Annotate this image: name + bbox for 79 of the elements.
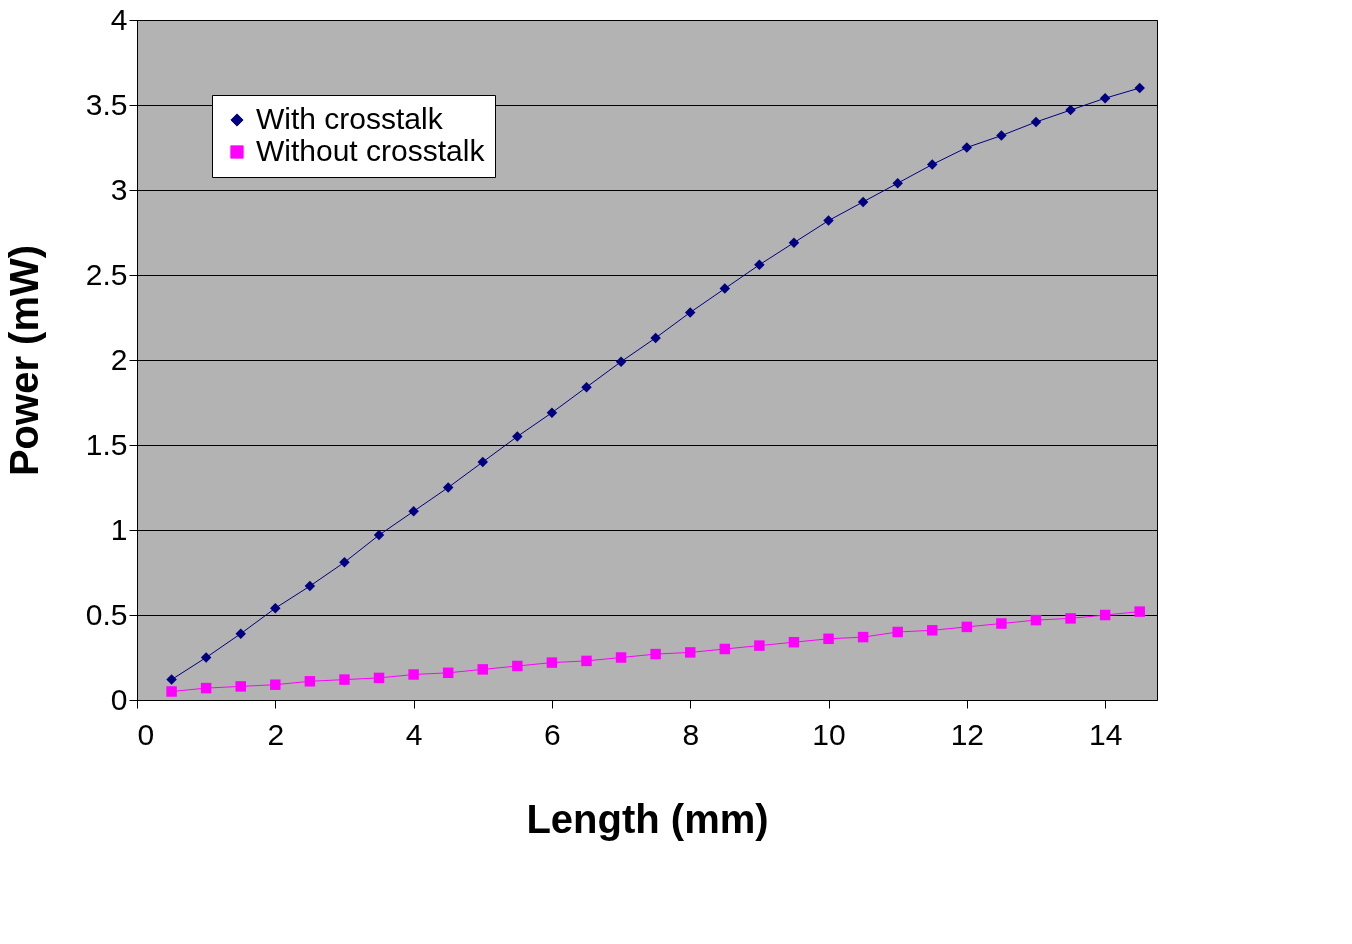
point xyxy=(1030,614,1042,626)
point xyxy=(304,580,316,592)
point xyxy=(304,676,316,687)
point xyxy=(719,643,731,655)
point xyxy=(442,667,454,679)
point xyxy=(927,625,938,636)
point xyxy=(1030,116,1042,128)
point xyxy=(1099,609,1111,621)
point xyxy=(270,679,281,690)
point xyxy=(200,652,212,663)
point xyxy=(650,648,661,660)
point xyxy=(270,602,281,614)
point xyxy=(373,672,385,684)
y-tick-label: 2 xyxy=(110,342,128,376)
point xyxy=(892,626,903,638)
point xyxy=(581,381,592,393)
point xyxy=(408,506,419,517)
point xyxy=(442,482,454,493)
point xyxy=(235,681,246,692)
point xyxy=(166,686,177,697)
y-tick-label: 0 xyxy=(110,682,128,716)
point xyxy=(892,177,903,189)
point xyxy=(546,657,558,668)
point xyxy=(996,618,1007,629)
x-tick-label: 6 xyxy=(544,717,561,751)
y-tick-label: 4 xyxy=(110,2,128,36)
point xyxy=(1065,104,1076,116)
x-tick-label: 8 xyxy=(682,717,700,751)
legend-label: With crosstalk xyxy=(256,102,444,135)
point xyxy=(477,664,489,675)
point xyxy=(684,307,696,318)
point xyxy=(512,660,523,672)
point xyxy=(1065,613,1076,624)
y-tick-label: 3 xyxy=(110,172,128,206)
x-tick-label: 0 xyxy=(137,717,155,751)
point xyxy=(927,159,938,170)
y-tick-label: 1.5 xyxy=(85,427,128,461)
point xyxy=(512,431,523,442)
x-tick-label: 12 xyxy=(950,717,985,751)
point xyxy=(788,636,800,648)
point xyxy=(684,647,696,658)
point xyxy=(615,356,627,367)
point xyxy=(1134,82,1145,94)
y-tick-label: 3.5 xyxy=(85,87,128,121)
x-tick-label: 14 xyxy=(1088,717,1123,751)
point xyxy=(823,633,834,645)
point xyxy=(857,631,869,643)
point xyxy=(166,674,177,685)
point xyxy=(754,259,765,271)
legend-label: Without crosstalk xyxy=(256,134,486,167)
point xyxy=(373,529,385,541)
y-tick-label: 1 xyxy=(110,512,128,546)
point xyxy=(581,655,592,667)
point xyxy=(1099,92,1111,104)
point xyxy=(823,215,834,226)
point xyxy=(339,557,350,568)
point xyxy=(408,669,419,680)
point xyxy=(339,674,350,685)
point xyxy=(788,237,800,248)
x-axis-title: Length (mm) xyxy=(526,796,769,841)
y-tick-label: 2.5 xyxy=(85,257,128,291)
y-tick-label: 0.5 xyxy=(85,597,128,631)
point xyxy=(200,682,212,694)
point xyxy=(650,332,661,344)
point xyxy=(235,628,246,639)
y-axis-title: Power (mW) xyxy=(1,244,46,477)
point xyxy=(961,142,973,153)
point xyxy=(754,640,765,651)
point xyxy=(615,652,627,663)
x-tick-label: 4 xyxy=(405,717,423,751)
point xyxy=(546,407,558,418)
x-tick-label: 10 xyxy=(812,717,846,751)
point xyxy=(996,130,1007,141)
x-tick-label: 2 xyxy=(267,717,285,751)
point xyxy=(477,456,489,468)
point xyxy=(719,283,731,294)
point xyxy=(857,196,869,208)
point xyxy=(961,621,973,633)
point xyxy=(1134,606,1145,617)
